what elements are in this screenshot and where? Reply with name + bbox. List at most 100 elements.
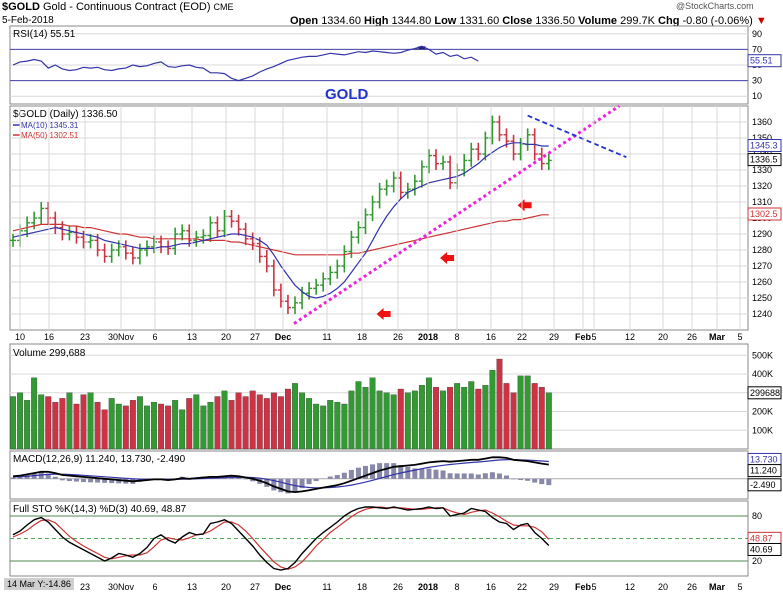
volume-bar xyxy=(334,401,341,450)
volume-bar xyxy=(108,398,115,450)
volume-bar xyxy=(348,390,355,450)
volume-bar xyxy=(327,400,334,450)
macd-value-tag: 11.240 xyxy=(750,466,777,476)
macd-histogram-bar xyxy=(88,478,94,483)
macd-histogram-bar xyxy=(59,478,65,481)
volume-bar xyxy=(101,409,108,450)
x-tick-label: 27 xyxy=(250,332,260,342)
macd-histogram-bar xyxy=(313,478,319,482)
volume-last-tag-box xyxy=(747,386,782,400)
x-tick-label: 22 xyxy=(517,332,527,342)
macd-histogram-bar xyxy=(73,478,79,482)
x-tick-label: 26 xyxy=(687,332,697,342)
x-tick-label: 10 xyxy=(15,332,25,342)
volume-bar xyxy=(235,392,242,450)
volume-bar xyxy=(292,383,298,450)
volume-bar xyxy=(355,381,362,450)
rsi-tick-label: 30 xyxy=(752,76,762,86)
macd-histogram-bar xyxy=(10,477,16,479)
volume-bar xyxy=(362,386,369,450)
volume-bar xyxy=(52,401,59,450)
low-label: Low xyxy=(434,15,457,27)
rsi-last-tag-box xyxy=(747,54,782,68)
volume-bar xyxy=(510,392,517,450)
macd-histogram-bar xyxy=(440,470,446,479)
title-line: $GOLD Gold - Continuous Contract (EOD) C… xyxy=(2,1,234,13)
macd-signal-tag: 13.730 xyxy=(750,454,778,464)
sto-legend: Full STO %K(14,3) %D(3) 40.69, 48.87 xyxy=(13,504,187,515)
volume-bar xyxy=(475,388,482,450)
instrument-name: Gold - Continuous Contract (EOD) xyxy=(42,1,211,13)
ohlc-line: Open 1334.60 High 1344.80 Low 1331.60 Cl… xyxy=(290,15,767,27)
macd-histogram-bar xyxy=(81,478,86,483)
volume-bar xyxy=(228,400,235,450)
volume-bar xyxy=(165,405,172,450)
macd-histogram-bar xyxy=(511,478,517,480)
volume-bar xyxy=(390,394,397,450)
volume-bar xyxy=(10,396,16,450)
macd-histogram-bar xyxy=(341,472,347,479)
x-tick-label: 29 xyxy=(549,332,559,342)
x-tick-label-bottom: 26 xyxy=(687,582,697,592)
macd-legend: MACD(12,26,9) 11.240, 13.730, -2.490 xyxy=(13,454,186,465)
macd-histogram-bar xyxy=(17,476,23,479)
macd-histogram-bar xyxy=(461,473,467,479)
volume-bar xyxy=(545,392,552,450)
volume-bar xyxy=(531,383,538,450)
macd-histogram-bar xyxy=(363,465,368,479)
x-tick-label-bottom: 13 xyxy=(187,582,197,592)
x-tick-label-bottom: 29 xyxy=(549,582,559,592)
x-tick-label: 5 xyxy=(737,332,742,342)
x-tick-label: 18 xyxy=(357,332,367,342)
macd-line xyxy=(12,456,549,494)
price-tag-2: 1302.5 xyxy=(750,209,778,219)
sto-tick-label: 80 xyxy=(752,511,762,521)
volume-bar xyxy=(94,401,101,450)
volume-bar xyxy=(440,390,446,450)
volume-tick-label: 100K xyxy=(752,425,773,435)
price-tick-label: 1280 xyxy=(752,245,772,255)
volume-bar xyxy=(397,388,404,450)
volume-bar xyxy=(270,392,277,450)
volume-bar xyxy=(503,383,510,450)
volume-bar xyxy=(277,396,284,450)
x-tick-label-bottom: 22 xyxy=(517,582,527,592)
x-tick-label: 5 xyxy=(591,332,596,342)
exchange: CME xyxy=(213,2,234,12)
volume-bar xyxy=(249,390,256,450)
volume-bar xyxy=(313,403,320,450)
macd-histogram-bar xyxy=(348,469,354,479)
volume-bar xyxy=(80,394,87,450)
x-tick-label-bottom: 23 xyxy=(80,582,90,592)
ma50-line xyxy=(12,214,549,256)
volume-value: 299.7K xyxy=(620,15,655,27)
red-arrow-icon xyxy=(440,252,455,264)
volume-bar xyxy=(496,358,503,450)
open-label: Open xyxy=(290,15,319,27)
macd-histogram-bar xyxy=(370,464,376,479)
macd-histogram-bar xyxy=(496,473,502,479)
x-tick-label: 13 xyxy=(187,332,197,342)
symbol: $GOLD xyxy=(2,1,40,13)
macd-histogram-bar xyxy=(398,465,404,479)
downtrend-line xyxy=(527,114,627,159)
volume-bar xyxy=(425,377,432,450)
price-tick-label: 1330 xyxy=(752,165,772,175)
volume-bar xyxy=(59,398,66,450)
macd-histogram-bar xyxy=(95,478,101,483)
x-tick-label-bottom: 6 xyxy=(152,582,157,592)
volume-bar xyxy=(489,370,496,450)
sto-tick-label: 20 xyxy=(752,556,762,566)
volume-bar xyxy=(31,377,38,450)
macd-histogram-bar xyxy=(243,478,249,480)
volume-tick-label: 400K xyxy=(752,369,773,379)
volume-bar xyxy=(482,385,489,450)
red-arrow-icon xyxy=(517,199,532,212)
x-tick-label-bottom: 18 xyxy=(357,582,367,592)
x-tick-label-bottom: 20 xyxy=(658,582,668,592)
volume-bar xyxy=(45,396,52,450)
volume-legend: Volume 299,688 xyxy=(13,348,86,359)
low-value: 1331.60 xyxy=(459,15,500,27)
